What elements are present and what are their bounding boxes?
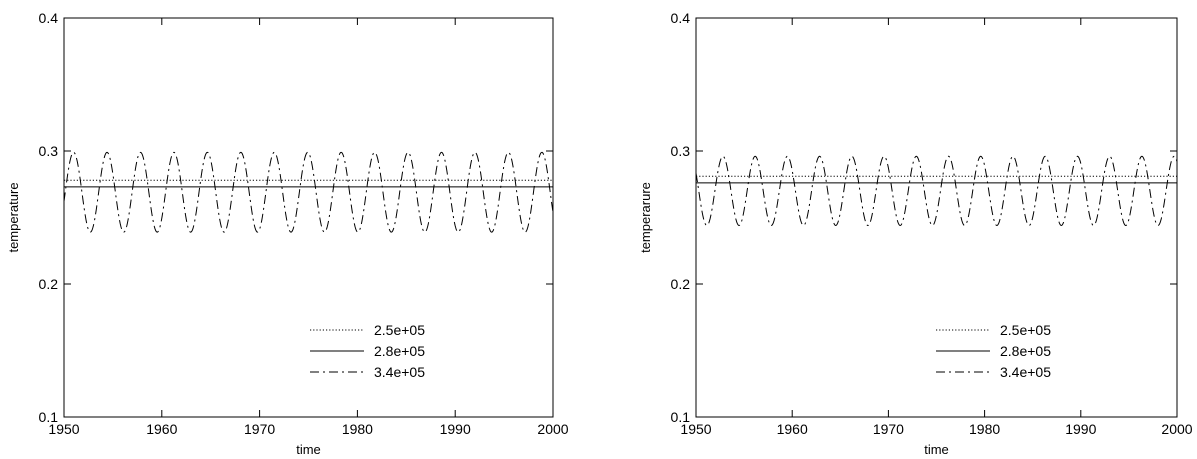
y-tick-label: 0.4 <box>39 10 59 26</box>
chart-panel-left: 0.1 0.2 0.3 0.4 1950 1960 1970 1980 1990 2000 time… <box>0 0 598 459</box>
x-axis-label: time <box>924 442 949 457</box>
y-axis-label: temperature <box>6 182 21 252</box>
temperature-chart-right: 0.1 0.2 0.3 0.4 1950 1960 1970 1980 1990 2000 time… <box>640 10 1193 457</box>
y-tick-label: 0.3 <box>671 143 691 159</box>
y-axis-label: temperarure <box>640 182 653 253</box>
x-tick-label: 2000 <box>537 421 568 437</box>
legend-label: 2.8e+05 <box>1000 343 1051 359</box>
x-tick-label: 1980 <box>342 421 373 437</box>
y-tick-label: 0.1 <box>39 409 59 425</box>
y-tick-label: 0.1 <box>671 409 691 425</box>
series-line-dash-dot <box>64 151 553 233</box>
x-axis-label: time <box>296 442 321 457</box>
y-tick-label: 0.3 <box>39 143 59 159</box>
x-tick-label: 1970 <box>244 421 275 437</box>
temperature-chart-left: 0.1 0.2 0.3 0.4 1950 1960 1970 1980 1990 2000 time… <box>6 10 569 457</box>
x-tick-label: 1950 <box>680 421 711 437</box>
x-tick-label: 1980 <box>969 421 1000 437</box>
plot-frame <box>63 17 554 418</box>
series-line-dash-dot <box>696 155 1177 226</box>
legend-label: 2.8e+05 <box>374 343 425 359</box>
x-tick-label: 1960 <box>146 421 177 437</box>
y-tick-label: 0.4 <box>671 10 691 26</box>
legend-label: 2.5e+05 <box>1000 322 1051 338</box>
plot-frame <box>695 17 1178 418</box>
legend-label: 3.4e+05 <box>374 364 425 380</box>
y-tick-label: 0.2 <box>39 276 59 292</box>
x-tick-label: 2000 <box>1161 421 1192 437</box>
chart-panel-right: 0.1 0.2 0.3 0.4 1950 1960 1970 1980 1990 2000 time… <box>640 0 1197 459</box>
x-tick-label: 1950 <box>48 421 79 437</box>
y-tick-label: 0.2 <box>671 276 691 292</box>
x-tick-label: 1960 <box>777 421 808 437</box>
x-tick-label: 1990 <box>1065 421 1096 437</box>
legend-label: 2.5e+05 <box>374 322 425 338</box>
x-tick-label: 1970 <box>873 421 904 437</box>
x-tick-label: 1990 <box>440 421 471 437</box>
legend-label: 3.4e+05 <box>1000 364 1051 380</box>
